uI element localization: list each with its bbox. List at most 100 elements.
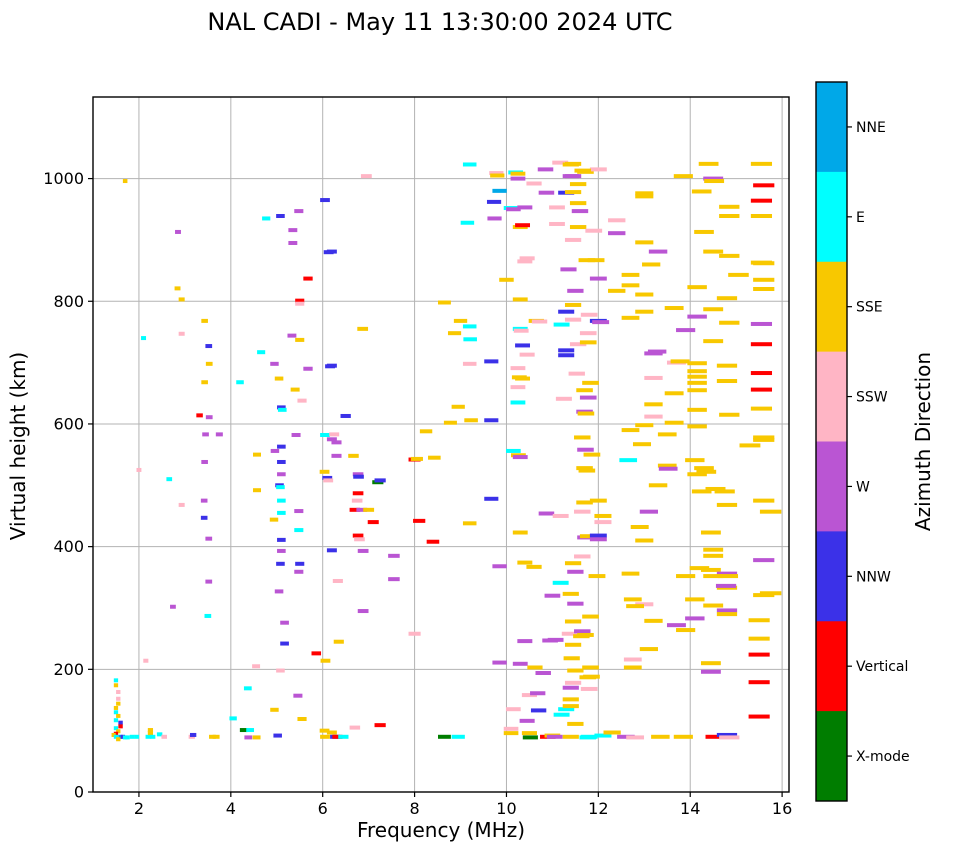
data-point-w xyxy=(538,190,555,195)
data-point-sse xyxy=(116,737,121,742)
data-point-sse xyxy=(363,507,375,512)
data-point-w xyxy=(288,240,298,245)
data-point-sse xyxy=(297,717,307,722)
data-point-ssw xyxy=(360,174,372,179)
data-point-sse xyxy=(687,369,707,374)
data-point-sse xyxy=(499,277,514,282)
x-tick-label: 16 xyxy=(772,799,792,818)
data-point-w xyxy=(535,670,551,675)
data-point-sse xyxy=(594,513,612,518)
data-point-w xyxy=(658,466,678,471)
data-point-sse xyxy=(564,561,582,566)
data-point-sse xyxy=(748,618,770,623)
data-point-sse xyxy=(739,443,761,448)
x-tick-label: 2 xyxy=(134,799,144,818)
data-point-e xyxy=(462,324,477,329)
data-point-e xyxy=(204,613,212,618)
data-point-ssw xyxy=(178,331,185,336)
data-point-vertical xyxy=(311,651,322,656)
data-point-sse xyxy=(623,665,642,670)
data-point-sse xyxy=(576,388,593,393)
data-point-sse xyxy=(703,547,724,552)
data-point-sse xyxy=(578,468,596,473)
data-point-sse xyxy=(564,642,582,647)
data-point-sse xyxy=(644,402,663,407)
data-point-w xyxy=(280,620,289,625)
data-point-sse xyxy=(410,456,423,461)
data-point-sse xyxy=(326,730,337,735)
data-point-sse xyxy=(753,286,775,291)
data-point-ssw xyxy=(349,725,361,730)
data-point-w xyxy=(294,509,304,514)
data-point-sse xyxy=(714,489,735,494)
data-point-e xyxy=(552,580,569,585)
data-point-w xyxy=(331,453,342,458)
data-point-ssw xyxy=(136,467,142,472)
data-point-e xyxy=(113,710,119,715)
data-point-e xyxy=(113,718,119,723)
data-point-w xyxy=(270,448,280,453)
data-point-e xyxy=(129,734,135,739)
data-point-ssw xyxy=(510,385,526,390)
data-point-w xyxy=(716,608,738,613)
data-point-w xyxy=(487,216,502,221)
data-point-w xyxy=(700,669,721,674)
data-point-w xyxy=(288,228,298,233)
data-point-ssw xyxy=(568,371,585,376)
y-tick-label: 200 xyxy=(53,660,84,679)
data-point-w xyxy=(648,249,668,254)
data-point-e xyxy=(320,432,330,437)
data-point-nnw xyxy=(558,309,575,314)
data-point-ssw xyxy=(564,237,582,242)
data-point-nnw xyxy=(277,405,286,410)
data-point-e xyxy=(277,407,287,412)
data-point-sse xyxy=(700,530,721,535)
data-point-nnw xyxy=(320,198,330,203)
data-point-sse xyxy=(521,731,537,736)
x-tick-label: 6 xyxy=(318,799,328,818)
data-point-sse xyxy=(703,307,724,312)
data-point-sse xyxy=(527,665,543,670)
data-point-sse xyxy=(582,380,599,385)
data-point-nnw xyxy=(280,641,289,646)
data-point-sse xyxy=(583,452,601,457)
data-point-w xyxy=(560,267,577,272)
data-point-sse xyxy=(687,472,707,477)
data-point-sse xyxy=(569,182,587,187)
data-point-nnw xyxy=(276,561,285,566)
data-point-sse xyxy=(562,734,579,739)
data-point-ssw xyxy=(549,205,565,210)
x-tick-label: 12 xyxy=(588,799,608,818)
data-point-e xyxy=(506,448,521,453)
data-point-vertical xyxy=(753,183,775,188)
data-point-sse xyxy=(579,340,597,345)
data-point-sse xyxy=(451,404,465,409)
data-point-sse xyxy=(703,339,724,344)
data-point-sse xyxy=(564,161,582,166)
data-point-ssw xyxy=(521,693,537,698)
data-point-w xyxy=(530,691,546,696)
data-point-w xyxy=(175,229,181,234)
data-point-w xyxy=(687,314,707,319)
data-point-w xyxy=(492,564,507,569)
data-point-w xyxy=(388,577,400,582)
data-point-sse xyxy=(716,363,738,368)
colorbar-segment-sse xyxy=(816,261,847,353)
data-point-nnw xyxy=(322,475,333,480)
data-point-sse xyxy=(703,603,724,608)
chart-title: NAL CADI - May 11 13:30:00 2024 UTC xyxy=(207,8,673,36)
data-point-sse xyxy=(703,553,724,558)
data-point-sse xyxy=(562,591,579,596)
data-point-w xyxy=(352,472,364,477)
data-point-sse xyxy=(574,168,591,173)
data-point-nnw xyxy=(277,537,286,542)
data-point-sse xyxy=(621,428,640,433)
data-point-sse xyxy=(719,412,740,417)
data-point-nnw xyxy=(374,478,386,483)
data-point-sse xyxy=(635,309,654,314)
data-point-w xyxy=(274,589,284,594)
data-point-sse xyxy=(576,500,593,505)
data-point-nnw xyxy=(484,359,499,364)
data-point-sse xyxy=(698,161,719,166)
